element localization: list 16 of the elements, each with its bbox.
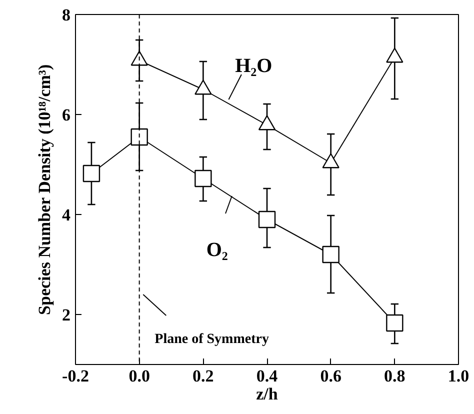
series-label: H₂O (235, 55, 272, 77)
x-tick-label: 0.4 (256, 366, 278, 386)
ref-line-label: Plane of Symmetry (154, 332, 269, 347)
y-tick-label: 4 (62, 206, 71, 224)
x-tick-label: 0.2 (192, 366, 214, 386)
x-tick-label: 0.0 (128, 366, 150, 386)
y-tick-label: 2 (62, 306, 70, 324)
y-tick-label: 8 (62, 6, 70, 24)
x-axis-title: z/h (256, 384, 278, 404)
x-tick-label: 0.8 (384, 366, 406, 386)
x-tick-label: 1.0 (448, 366, 470, 386)
series-label: O₂ (206, 239, 228, 261)
y-axis-title: Species Number Density (10¹⁸/cm³) (35, 64, 54, 315)
y-tick-label: 6 (62, 106, 70, 124)
x-tick-label: -0.2 (62, 366, 89, 386)
x-tick-label: 0.6 (320, 366, 342, 386)
